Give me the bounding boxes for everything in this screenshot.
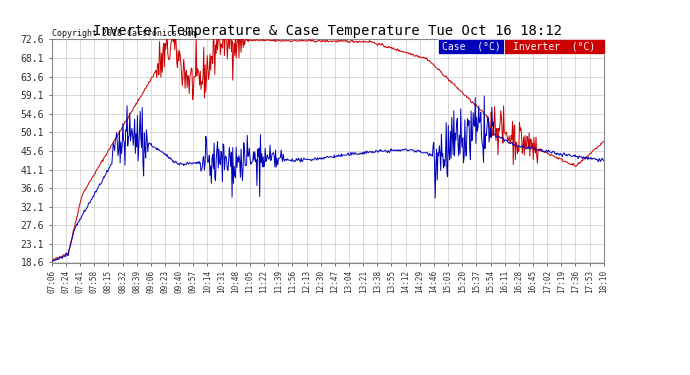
FancyBboxPatch shape <box>438 39 504 54</box>
Title: Inverter Temperature & Case Temperature Tue Oct 16 18:12: Inverter Temperature & Case Temperature … <box>93 24 562 38</box>
FancyBboxPatch shape <box>504 39 605 54</box>
Text: Copyright 2018 Cartronics.com: Copyright 2018 Cartronics.com <box>52 29 197 38</box>
Text: Inverter  (°C): Inverter (°C) <box>513 42 595 52</box>
Text: Case  (°C): Case (°C) <box>442 42 501 52</box>
